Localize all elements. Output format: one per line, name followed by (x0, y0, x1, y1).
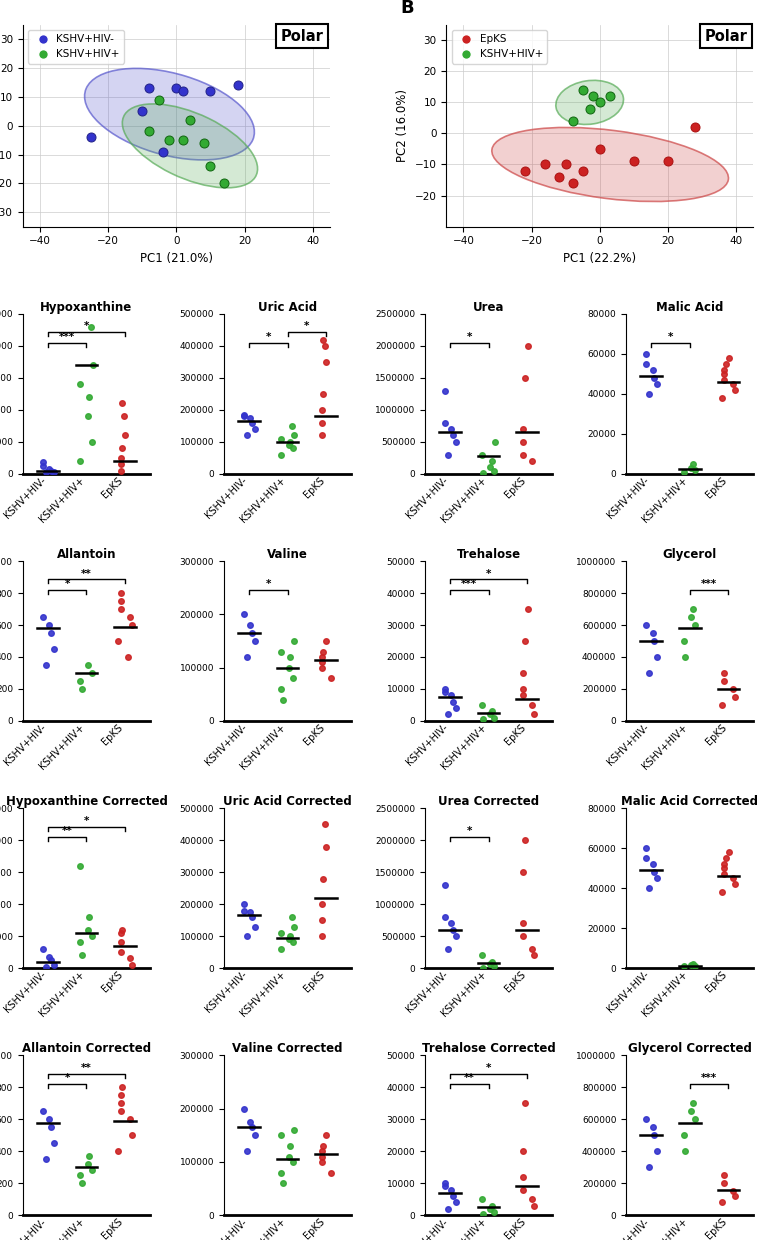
Text: *: * (486, 569, 492, 579)
Text: *: * (486, 1063, 492, 1073)
Ellipse shape (492, 128, 728, 202)
Text: ***: *** (701, 579, 717, 589)
Text: *: * (304, 321, 310, 331)
Text: *: * (466, 332, 472, 342)
Y-axis label: PC2 (16.0%): PC2 (16.0%) (396, 89, 409, 162)
Title: Malic Acid: Malic Acid (656, 301, 724, 314)
X-axis label: PC1 (21.0%): PC1 (21.0%) (140, 252, 213, 265)
Text: *: * (65, 579, 70, 589)
Text: Polar: Polar (705, 29, 747, 43)
Text: *: * (65, 1074, 70, 1084)
Title: Trehalose Corrected: Trehalose Corrected (422, 1043, 556, 1055)
Title: Allantoin: Allantoin (57, 548, 116, 562)
Text: **: ** (464, 1074, 475, 1084)
Text: **: ** (81, 569, 92, 579)
Text: B: B (400, 0, 414, 16)
Text: ***: *** (701, 1074, 717, 1084)
Text: *: * (466, 826, 472, 836)
Text: *: * (84, 816, 89, 826)
Title: Valine Corrected: Valine Corrected (232, 1043, 342, 1055)
Text: *: * (266, 332, 271, 342)
Legend: EpKS, KSHV+HIV+: EpKS, KSHV+HIV+ (451, 30, 547, 63)
Title: Glycerol: Glycerol (663, 548, 717, 562)
Text: *: * (84, 321, 89, 331)
Title: Hypoxanthine Corrected: Hypoxanthine Corrected (5, 795, 167, 808)
Ellipse shape (84, 68, 254, 160)
Title: Allantoin Corrected: Allantoin Corrected (22, 1043, 151, 1055)
Text: **: ** (81, 1063, 92, 1073)
Text: *: * (668, 332, 673, 342)
Text: ***: *** (461, 579, 477, 589)
Title: Glycerol Corrected: Glycerol Corrected (628, 1043, 752, 1055)
Title: Trehalose: Trehalose (457, 548, 521, 562)
X-axis label: PC1 (22.2%): PC1 (22.2%) (563, 252, 636, 265)
Text: *: * (266, 579, 271, 589)
Title: Valine: Valine (267, 548, 308, 562)
Ellipse shape (123, 104, 257, 187)
Ellipse shape (556, 81, 623, 124)
Title: Malic Acid Corrected: Malic Acid Corrected (621, 795, 758, 808)
Text: ***: *** (59, 332, 75, 342)
Title: Uric Acid: Uric Acid (258, 301, 317, 314)
Legend: KSHV+HIV-, KSHV+HIV+: KSHV+HIV-, KSHV+HIV+ (28, 30, 124, 63)
Title: Urea: Urea (473, 301, 505, 314)
Text: **: ** (62, 826, 72, 836)
Title: Urea Corrected: Urea Corrected (438, 795, 540, 808)
Text: Polar: Polar (281, 29, 323, 43)
Title: Hypoxanthine: Hypoxanthine (40, 301, 132, 314)
Title: Uric Acid Corrected: Uric Acid Corrected (223, 795, 352, 808)
